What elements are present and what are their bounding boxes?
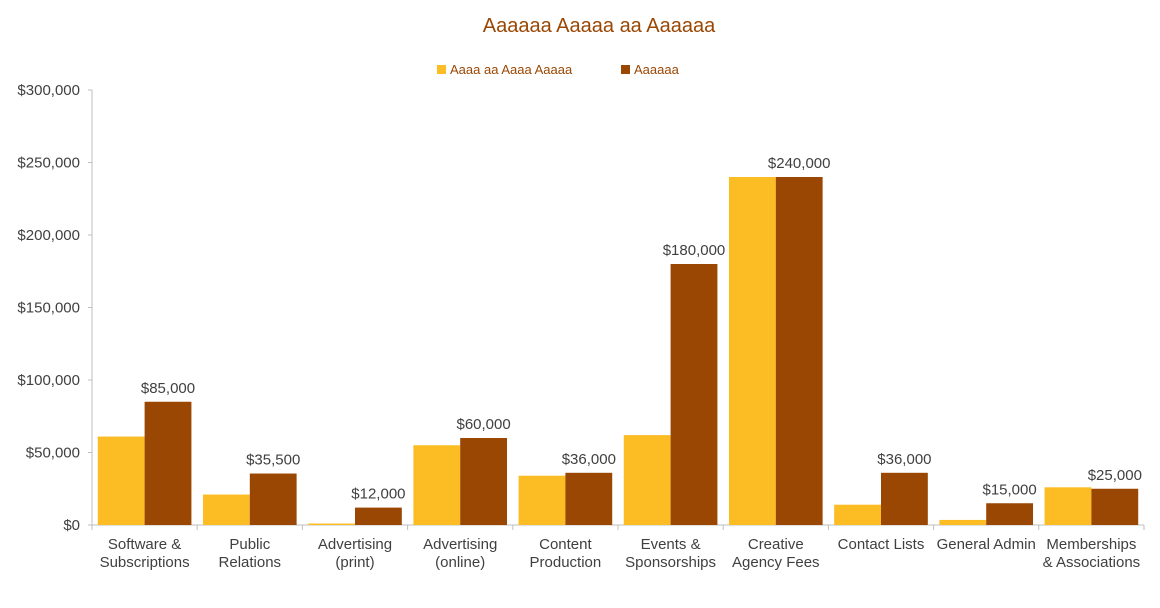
bar-series-1 <box>518 475 566 525</box>
bar-series-group <box>97 177 1139 525</box>
x-tick-label: Advertising (print) <box>318 536 392 571</box>
legend-swatch-series-1 <box>437 65 446 74</box>
x-tick-label: Creative Agency Fees <box>732 536 820 571</box>
data-label: $15,000 <box>982 481 1036 498</box>
bar-series-1 <box>1044 487 1092 525</box>
chart-title: Aaaaaa Aaaaa aa Aaaaaa <box>483 15 716 37</box>
y-tick-label: $100,000 <box>17 372 80 389</box>
bar-series-1 <box>202 494 250 525</box>
bar-series-1 <box>97 436 145 525</box>
x-tick-label: Contact Lists <box>838 536 925 553</box>
bar-series-1 <box>834 504 881 525</box>
bar-series-2 <box>775 177 823 525</box>
data-label: $25,000 <box>1088 467 1142 484</box>
data-label: $180,000 <box>663 242 726 259</box>
bar-series-2 <box>670 264 718 525</box>
data-label: $36,000 <box>877 451 931 468</box>
bar-series-1 <box>728 177 776 525</box>
data-label: $12,000 <box>351 486 405 503</box>
bar-series-1 <box>308 523 355 525</box>
x-tick-label: Advertising (online) <box>423 536 497 571</box>
x-tick-label: Memberships & Associations <box>1043 536 1141 571</box>
x-tick-label: Software & Subscriptions <box>100 536 190 571</box>
x-tick-label: General Admin <box>937 536 1036 553</box>
data-labels-group: $85,000 $35,500 $12,000 $60,000 $36,000 $180,… <box>141 155 1142 503</box>
x-tick-label: Content Production <box>530 536 602 571</box>
bar-series-2 <box>565 472 613 525</box>
y-axis: $0 $50,000 $100,000 $150,000 $200,000 $250,00… <box>17 82 93 534</box>
bar-series-1 <box>939 519 987 525</box>
legend-label-series-1: Aaaa aa Aaaa Aaaaa <box>450 62 573 77</box>
bar-series-2 <box>881 472 928 525</box>
data-label: $60,000 <box>456 416 510 433</box>
y-tick-label: $50,000 <box>26 445 80 462</box>
x-axis: Software & Subscriptions Public Relations Ad… <box>91 524 1145 571</box>
x-tick-label: Events & Sponsorships <box>625 536 716 571</box>
data-label: $36,000 <box>562 451 616 468</box>
x-tick-label: Public Relations <box>219 536 282 571</box>
y-tick-label: $200,000 <box>17 227 80 244</box>
bar-series-2 <box>355 507 402 525</box>
y-tick-label: $300,000 <box>17 82 80 99</box>
y-tick-label: $150,000 <box>17 300 80 317</box>
bar-series-1 <box>413 445 461 525</box>
bar-series-2 <box>144 401 192 525</box>
bar-series-2 <box>249 473 297 525</box>
y-tick-label: $250,000 <box>17 155 80 172</box>
bar-series-2 <box>1091 488 1139 525</box>
y-tick-label: $0 <box>63 517 80 534</box>
data-label: $85,000 <box>141 380 195 397</box>
bar-series-2 <box>460 438 508 525</box>
legend-swatch-series-2 <box>621 65 630 74</box>
data-label: $240,000 <box>768 155 831 172</box>
legend-label-series-2: Aaaaaa <box>634 62 680 77</box>
bar-series-2 <box>986 503 1034 525</box>
legend: Aaaa aa Aaaa Aaaaa Aaaaaa <box>437 62 680 77</box>
bar-series-1 <box>623 435 671 525</box>
data-label: $35,500 <box>246 452 300 469</box>
